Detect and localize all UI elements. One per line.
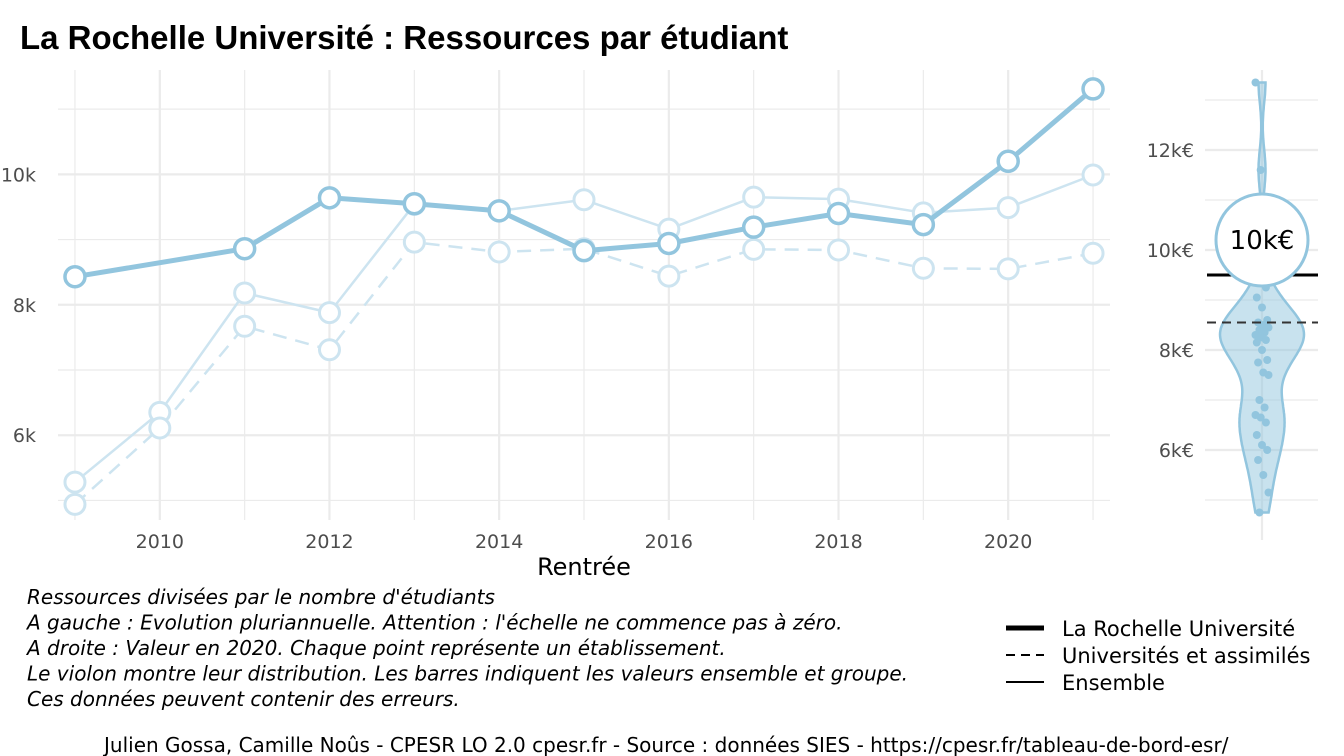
- establishment-point: [1258, 303, 1266, 312]
- highlight-bubble: 10k€: [1214, 192, 1310, 288]
- data-point: [402, 191, 427, 216]
- data-point: [826, 201, 851, 226]
- establishment-point: [1264, 371, 1273, 379]
- data-point: [487, 240, 511, 264]
- highlight-circle: [1214, 192, 1310, 288]
- y-tick-label: 10k€: [1147, 240, 1194, 262]
- trend-panel: 6k 8k 10k 2010 2012 2014 2016 2018 2020 Rentrée: [1, 70, 1110, 581]
- data-point: [742, 185, 766, 209]
- data-point: [1081, 163, 1105, 187]
- data-point: [487, 199, 511, 223]
- data-point: [317, 338, 341, 362]
- establishment-point: [1256, 413, 1265, 422]
- x-tick-label: 2010: [136, 531, 184, 553]
- y-tick-label: 6k€: [1159, 440, 1194, 462]
- data-point: [402, 230, 426, 254]
- y-tick-label: 12k€: [1147, 140, 1194, 162]
- trend-series: [63, 77, 1105, 516]
- data-point: [1081, 77, 1105, 101]
- data-point: [742, 237, 766, 261]
- violin-y-ticks: 6k€ 8k€ 10k€ 12k€: [1147, 140, 1194, 462]
- y-tick-label: 8k: [13, 295, 36, 317]
- highlight-label: 10k€: [1230, 226, 1295, 256]
- data-point: [657, 231, 681, 256]
- establishment-point: [1258, 346, 1266, 354]
- trend-grid: [58, 70, 1110, 520]
- caption-line: A droite : Valeur en 2020. Chaque point …: [25, 636, 726, 660]
- caption-line: Le violon montre leur distribution. Les …: [27, 662, 908, 686]
- data-point: [317, 301, 341, 325]
- data-point: [572, 188, 596, 212]
- y-tick-label: 10k: [1, 164, 36, 186]
- establishment-point: [1254, 456, 1263, 464]
- data-point: [911, 212, 936, 237]
- x-tick-label: 2016: [645, 531, 693, 553]
- data-point: [232, 236, 257, 261]
- data-point: [911, 256, 935, 280]
- establishment-point: [1254, 358, 1263, 367]
- caption: Ressources divisées par le nombre d'étud…: [25, 585, 908, 711]
- establishment-point: [1252, 338, 1261, 347]
- violin-points: [1251, 78, 1273, 517]
- data-point: [572, 238, 596, 263]
- data-point: [63, 470, 87, 494]
- establishment-point: [1252, 431, 1261, 439]
- legend-label: Universités et assimilés: [1062, 644, 1310, 668]
- trend-y-ticks: 6k 8k 10k: [1, 164, 36, 447]
- data-point: [741, 215, 766, 239]
- trend-x-ticks: 2010 2012 2014 2016 2018 2020: [136, 531, 1033, 553]
- establishment-point: [1258, 441, 1266, 449]
- data-point: [657, 264, 681, 288]
- data-point: [63, 264, 87, 289]
- x-tick-label: 2020: [984, 531, 1032, 553]
- establishment-point: [1261, 418, 1270, 427]
- legend-label: Ensemble: [1062, 671, 1165, 695]
- legend: La Rochelle Université Universités et ass…: [1006, 617, 1310, 695]
- establishment-point: [1264, 488, 1273, 497]
- x-axis-title: Rentrée: [537, 553, 631, 581]
- establishment-point: [1251, 78, 1260, 87]
- y-tick-label: 8k€: [1159, 340, 1194, 362]
- x-tick-label: 2018: [814, 531, 862, 553]
- data-point: [233, 281, 257, 305]
- x-tick-label: 2012: [305, 531, 353, 553]
- y-tick-label: 6k: [13, 425, 36, 447]
- establishment-point: [1263, 446, 1272, 454]
- establishment-point: [1256, 166, 1265, 174]
- chart-title: La Rochelle Université : Ressources par …: [20, 19, 788, 56]
- legend-label: La Rochelle Université: [1062, 617, 1295, 641]
- violin-panel: 6k€ 8k€ 10k€ 12k€ 10k€: [1147, 70, 1318, 540]
- data-point: [996, 257, 1020, 281]
- establishment-point: [1260, 403, 1269, 412]
- establishment-point: [1261, 336, 1270, 344]
- series-line-0: [74, 86, 1095, 280]
- data-point: [996, 149, 1020, 174]
- establishment-point: [1263, 356, 1272, 364]
- caption-line: Ces données peuvent contenir des erreurs…: [27, 687, 460, 711]
- caption-line: Ressources divisées par le nombre d'étud…: [27, 585, 495, 609]
- x-tick-label: 2014: [475, 531, 523, 553]
- data-point: [996, 196, 1020, 220]
- data-point: [827, 238, 851, 262]
- establishment-point: [1252, 293, 1261, 302]
- data-point: [1081, 241, 1105, 265]
- establishment-point: [1255, 508, 1264, 517]
- data-point: [63, 492, 87, 516]
- data-point: [233, 314, 257, 338]
- establishment-point: [1259, 471, 1268, 479]
- caption-line: A gauche : Evolution pluriannuelle. Atte…: [25, 611, 843, 635]
- data-point: [317, 186, 342, 210]
- establishment-point: [1255, 396, 1264, 404]
- data-point: [148, 416, 172, 440]
- source-note: Julien Gossa, Camille Noûs - CPESR LO 2.…: [102, 733, 1229, 756]
